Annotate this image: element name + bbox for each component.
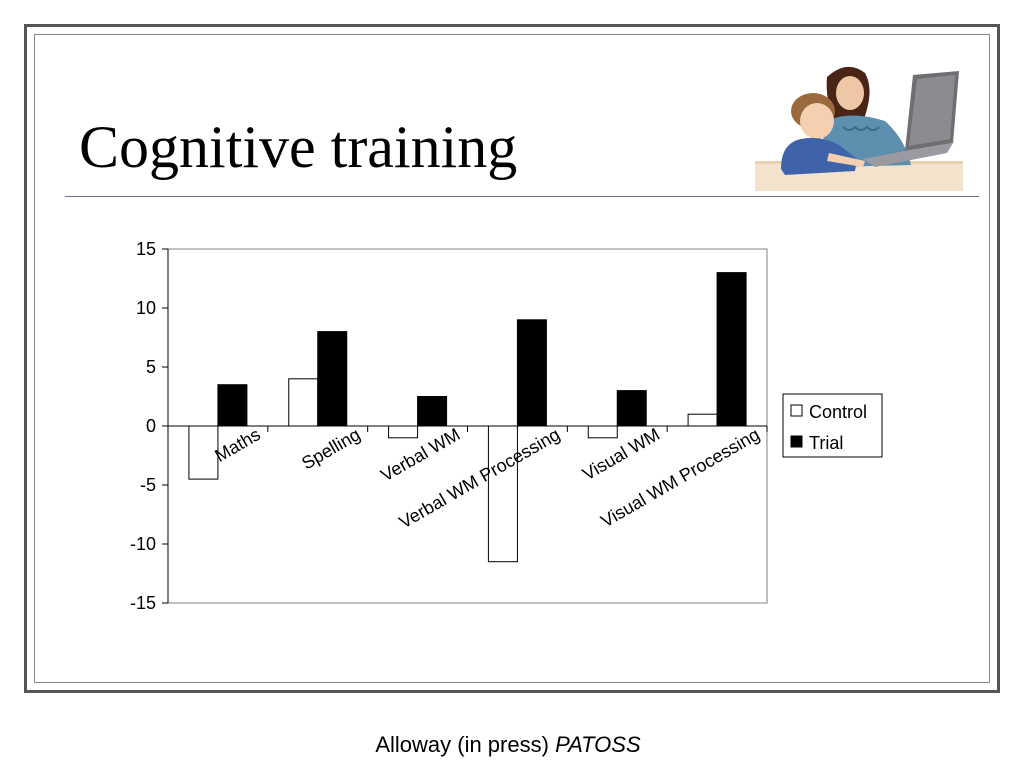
bar-trial-5 xyxy=(716,272,747,427)
bar-control-2 xyxy=(388,425,419,439)
x-label-1: Spelling xyxy=(298,424,363,473)
y-tick-label-3: 0 xyxy=(146,416,156,436)
photo-boy-face xyxy=(800,103,834,139)
photo-laptop-base xyxy=(863,143,953,167)
title-divider xyxy=(65,196,979,197)
bar-trial-1 xyxy=(317,331,348,427)
legend-label-trial: Trial xyxy=(809,433,843,453)
x-ticks-layer xyxy=(267,426,768,432)
bar-trial-2 xyxy=(417,396,448,427)
y-tick-label-6: -15 xyxy=(130,593,156,613)
y-tick-label-2: 5 xyxy=(146,357,156,377)
y-tick-label-4: -5 xyxy=(140,475,156,495)
legend-label-control: Control xyxy=(809,402,867,422)
bar-control-0 xyxy=(188,425,219,480)
slide-inner-border: Cognitive training xyxy=(34,34,990,683)
legend: Control Trial xyxy=(782,393,883,458)
slide-frame: Cognitive training xyxy=(24,24,1000,693)
citation-source: PATOSS xyxy=(555,732,641,757)
x-label-5: Visual WM Processing xyxy=(597,424,763,531)
legend-swatch-control xyxy=(790,404,803,417)
bar-control-4 xyxy=(587,425,618,439)
photo-boy-shirt xyxy=(781,137,857,175)
photo-boy-arm xyxy=(827,153,865,167)
photo-laptop-screen-face xyxy=(909,75,955,146)
photo-woman-face xyxy=(836,76,864,110)
x-label-0: Maths xyxy=(211,424,263,466)
y-tick-label-1: 10 xyxy=(136,298,156,318)
legend-swatch-trial xyxy=(790,435,803,448)
bar-control-1 xyxy=(288,378,319,427)
bars-layer xyxy=(188,272,747,563)
photo-woman-boy-laptop xyxy=(755,66,963,191)
y-tick-label-0: 15 xyxy=(136,239,156,259)
citation-text: Alloway (in press) xyxy=(375,732,549,757)
bar-control-5 xyxy=(687,413,718,427)
photo-woman-blouse-pattern xyxy=(842,125,880,131)
citation-caption: Alloway (in press) PATOSS xyxy=(0,732,1016,758)
bar-control-3 xyxy=(487,425,518,563)
x-label-3: Verbal WM Processing xyxy=(396,424,564,532)
y-ticks-layer: 15 10 5 0 -5 -10 -15 xyxy=(130,239,168,613)
y-tick-label-5: -10 xyxy=(130,534,156,554)
bar-trial-0 xyxy=(217,384,248,427)
bar-trial-4 xyxy=(616,390,647,427)
bar-trial-3 xyxy=(516,319,547,427)
slide-title: Cognitive training xyxy=(79,114,518,180)
